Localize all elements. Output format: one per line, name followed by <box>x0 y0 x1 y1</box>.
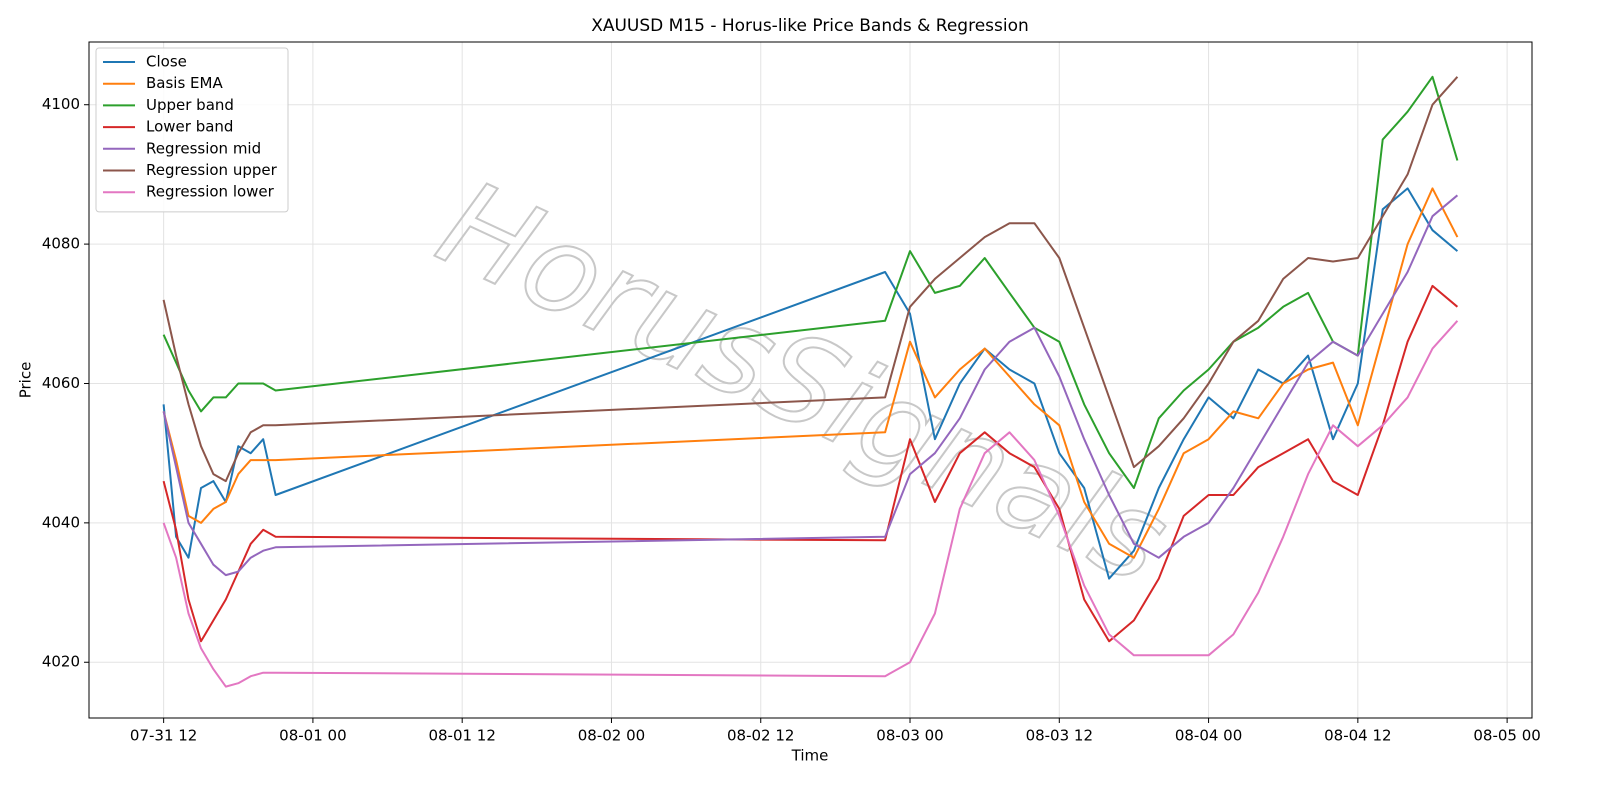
legend: Close Basis EMA Upper band Lower band Regres… <box>95 47 289 213</box>
series-line <box>162 75 1459 489</box>
chart-title: XAUUSD M15 - Horus-like Price Bands & Re… <box>591 16 1029 36</box>
legend-label: Lower band <box>146 118 233 136</box>
x-tick-label: 08-04 12 <box>1324 727 1391 745</box>
y-tick-label: 4040 <box>42 513 80 531</box>
series-line <box>162 76 1459 483</box>
series-line <box>162 187 1459 559</box>
y-tick-label: 4060 <box>42 374 80 392</box>
y-tick-label: 4080 <box>42 235 80 253</box>
grid <box>89 42 1532 718</box>
legend-label: Regression upper <box>146 161 278 179</box>
plot-area <box>162 75 1459 688</box>
x-tick-label: 07-31 12 <box>130 727 197 745</box>
axes-frame <box>88 41 1533 719</box>
y-tick-label: 4020 <box>42 653 80 671</box>
x-tick-label: 08-02 00 <box>578 727 645 745</box>
legend-label: Regression mid <box>146 139 261 157</box>
legend-label: Close <box>146 53 187 71</box>
x-tick-label: 08-03 00 <box>876 727 943 745</box>
x-tick-label: 08-04 00 <box>1175 727 1242 745</box>
legend-label: Regression lower <box>146 183 275 201</box>
x-tick-label: 08-01 12 <box>428 727 495 745</box>
y-axis-label: Price <box>17 362 35 399</box>
series-line <box>162 187 1459 580</box>
legend-label: Basis EMA <box>146 74 223 92</box>
x-tick-label: 08-05 00 <box>1473 727 1540 745</box>
x-tick-label: 08-01 00 <box>279 727 346 745</box>
legend-box <box>95 47 289 213</box>
series-line <box>162 320 1459 688</box>
legend-label: Upper band <box>146 96 234 114</box>
x-tick-label: 08-03 12 <box>1026 727 1093 745</box>
x-tick-label: 08-02 12 <box>727 727 794 745</box>
x-axis-label: Time <box>791 747 829 765</box>
y-tick-label: 4100 <box>42 95 80 113</box>
series-line <box>162 194 1459 577</box>
